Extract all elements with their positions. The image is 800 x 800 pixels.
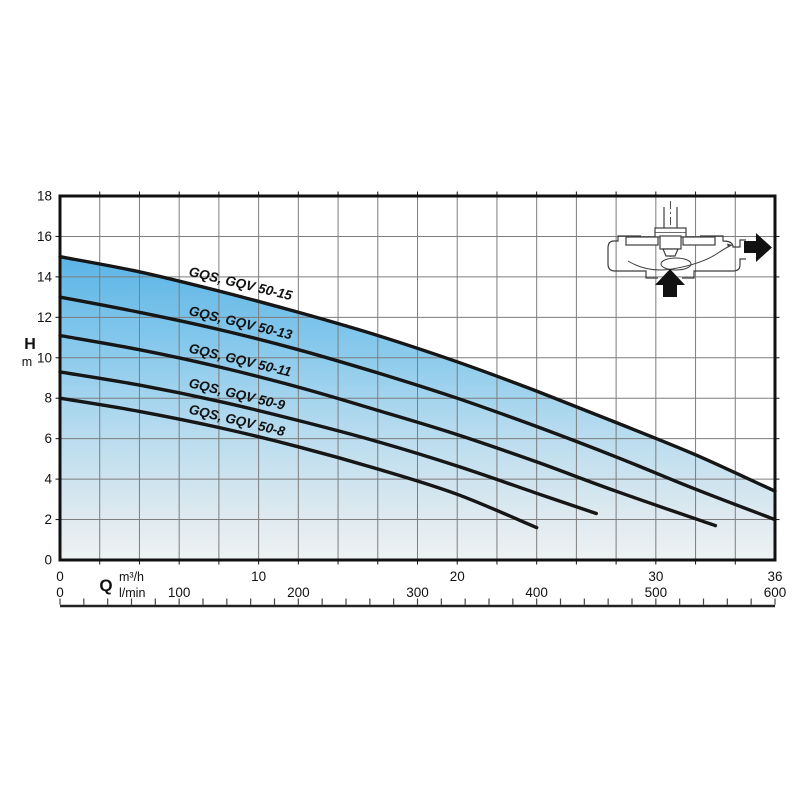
flow-arrowhead (727, 243, 732, 248)
pump-curve (58, 295, 777, 522)
y-axis-label: H (24, 336, 36, 353)
x-tick-label-lmin: 400 (525, 585, 548, 600)
x-axis-unit-m3h: m³/h (119, 570, 144, 584)
y-tick-label: 14 (37, 269, 53, 284)
x-tick-label-m3h: 0 (56, 569, 64, 584)
y-tick-label: 16 (37, 229, 52, 244)
flow-eddy (660, 257, 692, 271)
inlet-arrow-icon (655, 269, 685, 297)
x-tick-label-lmin: 600 (764, 585, 787, 600)
x-tick-label-lmin: 100 (168, 585, 191, 600)
x-tick-labels-m3h: 0 10 20 30 36 (56, 569, 782, 584)
y-tick-label: 12 (37, 310, 52, 325)
x-tick-label-m3h: 10 (251, 569, 266, 584)
casing-left-outline (607, 235, 658, 279)
y-tick-labels: 0 2 4 6 8 10 12 14 16 18 (37, 189, 53, 568)
plot-border (58, 194, 777, 562)
y-tick-label: 2 (44, 512, 52, 527)
y-axis-unit: m (22, 355, 32, 369)
impeller-blade-right (682, 236, 716, 246)
impeller-blade-left (625, 236, 659, 246)
casing-right-bottom (682, 258, 746, 279)
x-tick-label-m3h: 20 (450, 569, 465, 584)
y-tick-label: 10 (37, 350, 52, 365)
y-tick-label: 6 (44, 431, 52, 446)
x-tick-label-lmin: 500 (645, 585, 668, 600)
pump-curve (58, 396, 539, 530)
x-tick-label-lmin: 0 (56, 585, 64, 600)
x-axis-unit-lmin: l/min (119, 586, 145, 600)
y-tick-label: 0 (44, 553, 52, 568)
pump-curve (58, 255, 777, 493)
x-tick-label-m3h: 36 (767, 569, 782, 584)
x-tick-label-lmin: 300 (406, 585, 429, 600)
pump-cross-section-schematic (607, 201, 772, 297)
y-tick-label: 18 (37, 189, 52, 204)
casing-right-outline (700, 235, 746, 248)
x-tick-labels-lmin: 0 100 200 300 400 500 600 (56, 585, 786, 600)
y-tick-label: 4 (44, 472, 52, 487)
pump-curve (58, 370, 598, 516)
flow-line (627, 244, 733, 271)
axis-labels: H m Q m³/h l/min 0 2 4 6 8 10 12 14 16 18 0 10 20 30… (22, 189, 786, 601)
bottom-ruler (59, 598, 776, 608)
shaft-nut (662, 248, 679, 257)
impeller-hub (659, 235, 682, 250)
y-tick-label: 8 (44, 391, 52, 406)
outlet-arrow-icon (744, 233, 772, 262)
x-tick-label-lmin: 200 (287, 585, 310, 600)
x-axis-label: Q (99, 576, 112, 595)
pump-curve (58, 333, 718, 528)
plot-border-rect (58, 194, 777, 562)
pump-curves (58, 255, 777, 530)
x-tick-label-m3h: 30 (648, 569, 663, 584)
